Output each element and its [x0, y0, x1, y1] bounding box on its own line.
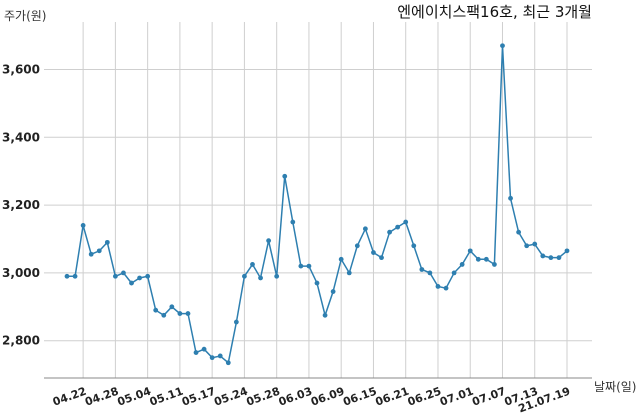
- y-tick-label: 2,800: [2, 334, 40, 348]
- data-point: [314, 280, 320, 286]
- data-point: [209, 355, 215, 361]
- data-point: [467, 248, 473, 254]
- data-point: [516, 229, 522, 235]
- data-point: [225, 360, 231, 366]
- y-tick-label: 3,200: [2, 198, 40, 212]
- data-point: [451, 270, 457, 276]
- data-point: [403, 219, 409, 225]
- data-point: [112, 273, 118, 279]
- data-point: [290, 219, 296, 225]
- data-point: [242, 273, 247, 279]
- data-point: [419, 267, 425, 272]
- data-point: [217, 353, 223, 359]
- data-point: [354, 243, 360, 249]
- data-point: [177, 311, 183, 316]
- data-point: [346, 270, 352, 276]
- data-point: [298, 263, 304, 269]
- data-point: [80, 223, 86, 228]
- chart-title: 엔에이치스팩16호, 최근 3개월: [397, 3, 592, 21]
- data-point: [306, 263, 312, 269]
- data-point: [145, 273, 151, 279]
- data-point: [201, 346, 207, 352]
- data-point: [508, 195, 513, 201]
- data-point: [411, 243, 417, 249]
- data-point: [548, 255, 554, 261]
- data-point: [330, 289, 336, 294]
- data-point: [500, 43, 505, 49]
- data-point: [540, 253, 546, 259]
- y-axis-label: 주가(원): [4, 9, 46, 23]
- data-point: [459, 262, 465, 267]
- y-tick-label: 3,000: [2, 266, 40, 280]
- data-point: [338, 256, 344, 262]
- data-point: [427, 270, 433, 276]
- data-point: [121, 270, 126, 276]
- data-point: [193, 350, 199, 355]
- data-point: [266, 238, 272, 244]
- series-line: [67, 45, 568, 365]
- data-point: [274, 273, 280, 279]
- data-point: [524, 243, 530, 249]
- data-point: [169, 304, 175, 310]
- data-point: [88, 251, 94, 257]
- data-point: [483, 256, 489, 262]
- y-tick-label: 3,400: [2, 130, 40, 144]
- data-point: [104, 239, 110, 245]
- data-point: [161, 312, 167, 318]
- data-point: [387, 229, 392, 235]
- data-point: [564, 248, 570, 254]
- data-point: [379, 255, 384, 261]
- data-point: [362, 226, 368, 232]
- data-point: [72, 273, 78, 279]
- price-series: [64, 43, 570, 366]
- data-point: [233, 319, 239, 325]
- data-point: [185, 311, 191, 316]
- y-tick-label: 3,600: [2, 62, 40, 76]
- data-point: [475, 256, 481, 262]
- data-point: [96, 248, 102, 254]
- data-point: [435, 284, 441, 289]
- data-point: [492, 262, 497, 267]
- data-point: [137, 275, 142, 281]
- data-point: [556, 255, 562, 261]
- data-point: [282, 173, 288, 179]
- data-point: [129, 280, 134, 286]
- data-point: [532, 241, 538, 247]
- data-point: [371, 250, 376, 255]
- data-point: [153, 307, 159, 313]
- data-point: [64, 273, 70, 279]
- data-point: [250, 262, 255, 267]
- x-axis-label: 날짜(일): [594, 380, 636, 394]
- grid-lines: [44, 22, 592, 378]
- data-point: [258, 275, 263, 281]
- data-point: [443, 285, 449, 291]
- data-point: [395, 224, 401, 230]
- data-point: [322, 312, 328, 318]
